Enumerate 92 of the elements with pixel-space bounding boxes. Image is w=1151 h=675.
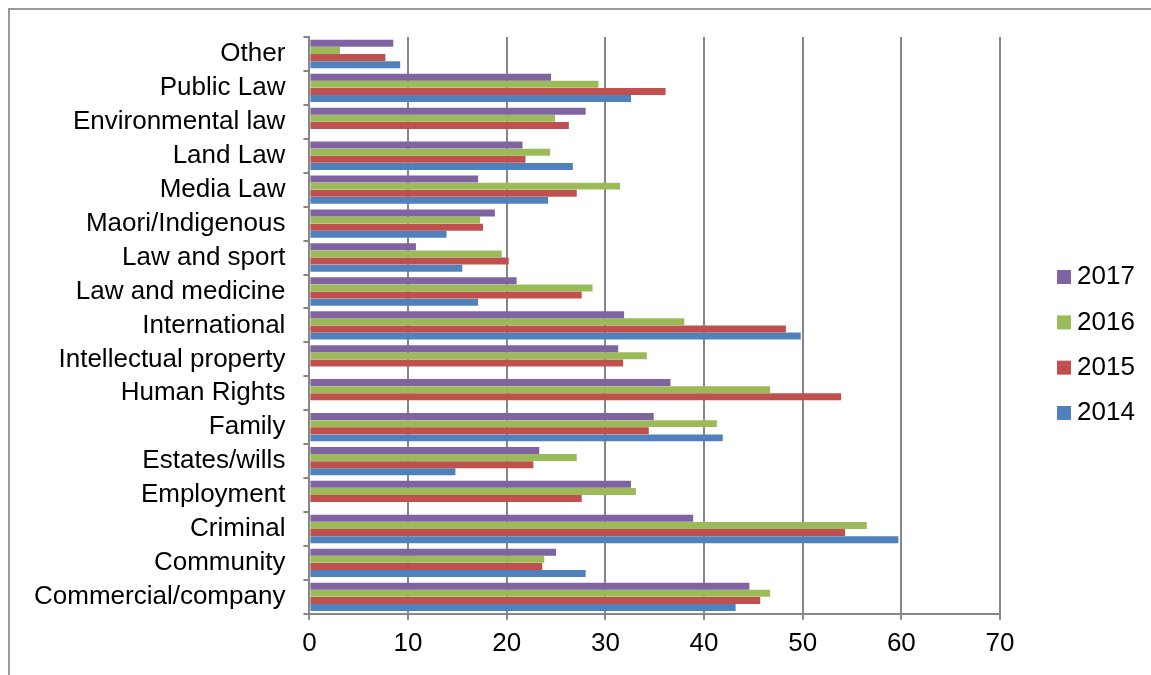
legend-label: 2014 — [1077, 396, 1135, 427]
bar — [310, 325, 786, 333]
bar — [310, 277, 517, 285]
bar — [310, 555, 545, 563]
bar — [310, 250, 502, 258]
bar — [310, 521, 867, 529]
y-tick-label: Law and sport — [122, 240, 287, 271]
bar — [310, 318, 685, 326]
bar — [310, 284, 593, 292]
bar — [310, 95, 632, 103]
bar — [310, 46, 340, 54]
y-tick-label: Maori/Indigenous — [85, 206, 286, 237]
bar — [310, 352, 647, 360]
bar — [310, 230, 447, 238]
legend-label: 2017 — [1077, 260, 1135, 291]
bar — [310, 155, 526, 163]
x-tick-label: 20 — [492, 626, 522, 657]
x-tick-label: 50 — [788, 626, 818, 657]
bar — [310, 209, 495, 217]
bar — [310, 386, 771, 394]
bar — [310, 114, 556, 122]
bar — [310, 480, 632, 488]
x-tick-label: 70 — [985, 626, 1015, 657]
y-tick-label: Family — [208, 410, 286, 441]
y-tick-label: Media Law — [159, 172, 286, 203]
x-tick-label: 0 — [302, 626, 317, 657]
y-tick-label: Land Law — [172, 138, 286, 169]
x-tick-label: 30 — [590, 626, 620, 657]
bar — [310, 107, 586, 115]
bar — [310, 182, 621, 190]
x-tick-label: 10 — [393, 626, 423, 657]
bar — [310, 162, 573, 170]
bar — [310, 87, 666, 95]
y-tick-label: Commercial/company — [34, 580, 286, 611]
bar — [310, 461, 534, 469]
y-tick-label: Environmental law — [72, 105, 286, 135]
bar — [310, 495, 582, 503]
bar — [310, 487, 636, 495]
bar — [310, 148, 551, 156]
x-tick-label: 40 — [689, 626, 719, 657]
bar — [310, 61, 401, 69]
bar — [310, 454, 577, 462]
bar — [310, 243, 416, 251]
bar — [310, 529, 846, 537]
y-tick-label: Intellectual property — [58, 342, 286, 373]
bar — [310, 291, 582, 299]
legend-label: 2015 — [1077, 350, 1135, 381]
bar — [310, 420, 717, 428]
bar — [310, 514, 694, 522]
bar — [310, 345, 619, 353]
bar — [310, 73, 552, 81]
bar — [310, 604, 736, 612]
bar — [310, 216, 481, 224]
bar — [310, 446, 540, 454]
x-tick-label: 60 — [886, 626, 916, 657]
bar — [310, 596, 761, 604]
bar — [310, 359, 624, 367]
bar — [310, 434, 723, 442]
bar — [310, 536, 899, 544]
bar — [310, 121, 569, 129]
bar — [310, 570, 586, 578]
bar — [310, 223, 484, 231]
bar — [310, 332, 801, 340]
y-tick-label: Estates/wills — [142, 444, 286, 475]
bar — [310, 80, 599, 88]
bar — [310, 582, 750, 590]
y-tick-label: International — [142, 308, 286, 339]
y-tick-label: Public Law — [159, 71, 286, 102]
legend-label: 2016 — [1077, 305, 1135, 336]
y-tick-label: Criminal — [190, 512, 286, 543]
y-tick-label: Employment — [140, 478, 287, 509]
bar — [310, 264, 463, 272]
bar — [310, 468, 456, 476]
bar — [310, 189, 577, 197]
bar — [310, 196, 549, 204]
bar — [310, 413, 654, 420]
bar — [310, 562, 543, 570]
bar — [310, 39, 394, 47]
bar — [310, 54, 386, 62]
y-tick-label: Community — [153, 546, 286, 577]
y-tick-label: Law and medicine — [75, 274, 286, 305]
bar — [310, 393, 842, 401]
bar — [310, 298, 479, 306]
bar — [310, 141, 523, 149]
y-tick-label: Human Rights — [120, 376, 286, 407]
bar — [310, 589, 771, 597]
y-tick-label: Other — [220, 37, 286, 68]
bar — [310, 548, 557, 556]
bar — [310, 379, 671, 387]
bar — [310, 311, 625, 319]
bar — [310, 427, 649, 435]
bar — [310, 257, 509, 265]
